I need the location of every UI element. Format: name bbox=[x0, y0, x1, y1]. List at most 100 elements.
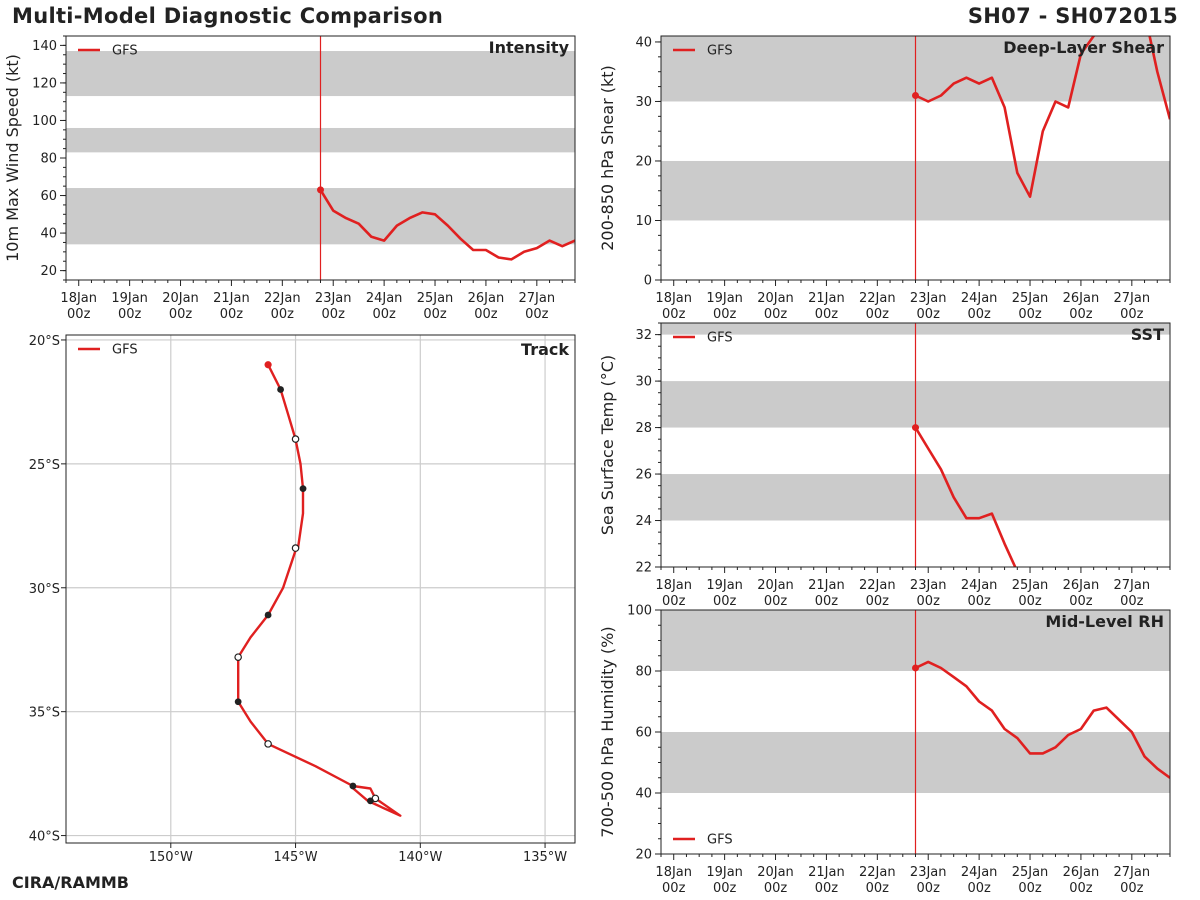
x-tick-date: 18Jan bbox=[655, 865, 692, 880]
x-tick-date: 18Jan bbox=[655, 291, 692, 306]
x-tick-hour: 00z bbox=[525, 307, 549, 322]
x-tick-label: 20Jan 00z bbox=[757, 865, 794, 896]
x-tick-hour: 00z bbox=[1069, 881, 1093, 896]
x-tick-hour: 00z bbox=[423, 307, 447, 322]
x-tick-date: 27Jan bbox=[1114, 291, 1151, 306]
x-tick-label: 25Jan 00z bbox=[1012, 865, 1049, 896]
y-tick-label: 20 bbox=[635, 848, 652, 863]
x-tick-date: 27Jan bbox=[1114, 578, 1151, 593]
y-tick-label: 22 bbox=[635, 561, 652, 576]
x-tick-hour: 00z bbox=[1120, 594, 1144, 609]
x-tick-label: 23Jan 00z bbox=[315, 291, 352, 322]
x-tick-label: 24Jan 00z bbox=[961, 578, 998, 609]
y-tick-label: 40°S bbox=[29, 830, 60, 845]
y-tick-label: 24 bbox=[635, 514, 652, 529]
series-group bbox=[912, 36, 1170, 198]
x-tick-hour: 00z bbox=[1018, 307, 1042, 322]
panel-track: 150°W 145°W 140°W 135°W 20°S 25°S 30°S 35°S 40°S… bbox=[29, 334, 576, 865]
x-tick-label: 23Jan 00z bbox=[910, 865, 947, 896]
x-tick-date: 21Jan bbox=[808, 578, 845, 593]
x-tick-hour: 00z bbox=[1120, 881, 1144, 896]
x-tick-hour: 00z bbox=[917, 594, 941, 609]
x-tick-label: 21Jan 00z bbox=[808, 865, 845, 896]
track-marker-filled bbox=[277, 386, 284, 393]
series-line-gfs bbox=[914, 660, 1170, 779]
storm-id: SH07 - SH072015 bbox=[967, 4, 1178, 28]
y-tick-label: 120 bbox=[32, 76, 57, 91]
y-tick-label: 20 bbox=[635, 154, 652, 169]
x-tick-hour: 00z bbox=[118, 307, 142, 322]
x-tick-hour: 00z bbox=[1018, 594, 1042, 609]
track-marker-filled bbox=[299, 485, 307, 493]
x-tick-label: 27Jan 00z bbox=[1114, 865, 1151, 896]
init-point bbox=[317, 186, 324, 194]
x-tick-hour: 00z bbox=[169, 307, 193, 322]
x-tick-date: 23Jan bbox=[910, 865, 947, 880]
x-tick-label: 140°W bbox=[398, 850, 442, 865]
y-axis-label: 200-850 hPa Shear (kt) bbox=[598, 65, 617, 251]
x-tick-hour: 00z bbox=[764, 594, 788, 609]
y-tick-label: 26 bbox=[635, 468, 652, 483]
y-tick-label: 30 bbox=[635, 95, 652, 110]
legend-label: GFS bbox=[112, 44, 138, 59]
x-tick-label: 23Jan 00z bbox=[910, 578, 947, 609]
x-tick-label: 22Jan 00z bbox=[859, 578, 896, 609]
x-tick-label: 27Jan 00z bbox=[1114, 578, 1151, 609]
y-tick-label: 20°S bbox=[29, 334, 60, 349]
y-tick-label: 35°S bbox=[29, 706, 60, 721]
x-tick-hour: 00z bbox=[917, 307, 941, 322]
track-marker-filled bbox=[367, 797, 374, 805]
x-tick-date: 20Jan bbox=[757, 865, 794, 880]
page-title: Multi-Model Diagnostic Comparison bbox=[12, 4, 444, 28]
x-tick-label: 25Jan 00z bbox=[1012, 291, 1049, 322]
x-tick-label: 24Jan 00z bbox=[366, 291, 403, 322]
credit-label: CIRA/RAMMB bbox=[12, 873, 129, 892]
x-tick-hour: 00z bbox=[713, 881, 737, 896]
y-tick-label: 10 bbox=[635, 214, 652, 229]
y-tick-label: 60 bbox=[40, 189, 57, 204]
x-tick-date: 25Jan bbox=[1012, 291, 1049, 306]
panel-title: Mid-Level RH bbox=[1045, 612, 1164, 631]
y-tick-label: 80 bbox=[635, 665, 652, 680]
x-tick-date: 18Jan bbox=[655, 578, 692, 593]
x-tick-label: 21Jan 00z bbox=[808, 578, 845, 609]
track-marker-open bbox=[264, 740, 272, 748]
x-tick-date: 21Jan bbox=[213, 291, 250, 306]
y-tick-label: 32 bbox=[635, 328, 652, 343]
x-tick-label: 25Jan 00z bbox=[1012, 578, 1049, 609]
x-tick-date: 21Jan bbox=[808, 865, 845, 880]
legend-label: GFS bbox=[112, 343, 138, 358]
x-tick-label: 20Jan 00z bbox=[757, 578, 794, 609]
x-tick-label: 24Jan 00z bbox=[961, 291, 998, 322]
x-tick-date: 24Jan bbox=[366, 291, 403, 306]
x-tick-date: 19Jan bbox=[706, 578, 743, 593]
x-tick-label: 19Jan 00z bbox=[706, 578, 743, 609]
x-tick-date: 20Jan bbox=[757, 578, 794, 593]
track-marker-filled bbox=[349, 782, 357, 790]
x-tick-date: 22Jan bbox=[859, 865, 896, 880]
track-marker-open bbox=[291, 544, 300, 552]
y-tick-label: 30°S bbox=[29, 582, 60, 597]
x-tick-hour: 00z bbox=[764, 881, 788, 896]
x-tick-hour: 00z bbox=[474, 307, 498, 322]
x-tick-date: 19Jan bbox=[706, 291, 743, 306]
y-tick-label: 140 bbox=[32, 39, 57, 54]
x-tick-label: 135°W bbox=[523, 850, 567, 865]
y-tick-label: 28 bbox=[635, 421, 652, 436]
y-tick-label: 100 bbox=[627, 604, 652, 619]
series-group bbox=[912, 660, 1170, 779]
x-tick-label: 26Jan 00z bbox=[1063, 291, 1100, 322]
y-tick-label: 20 bbox=[40, 264, 57, 279]
x-tick-label: 20Jan 00z bbox=[162, 291, 199, 322]
x-tick-date: 18Jan bbox=[60, 291, 97, 306]
y-tick-label: 0 bbox=[644, 274, 652, 289]
y-tick-label: 100 bbox=[32, 114, 57, 129]
track-marker-filled bbox=[234, 698, 242, 706]
init-point bbox=[912, 664, 919, 672]
y-tick-label: 40 bbox=[40, 227, 57, 242]
x-tick-label: 19Jan 00z bbox=[706, 865, 743, 896]
y-tick-label: 80 bbox=[40, 152, 57, 167]
x-tick-label: 26Jan 00z bbox=[1063, 578, 1100, 609]
panel-title: Intensity bbox=[489, 38, 570, 57]
x-tick-label: 26Jan 00z bbox=[468, 291, 505, 322]
